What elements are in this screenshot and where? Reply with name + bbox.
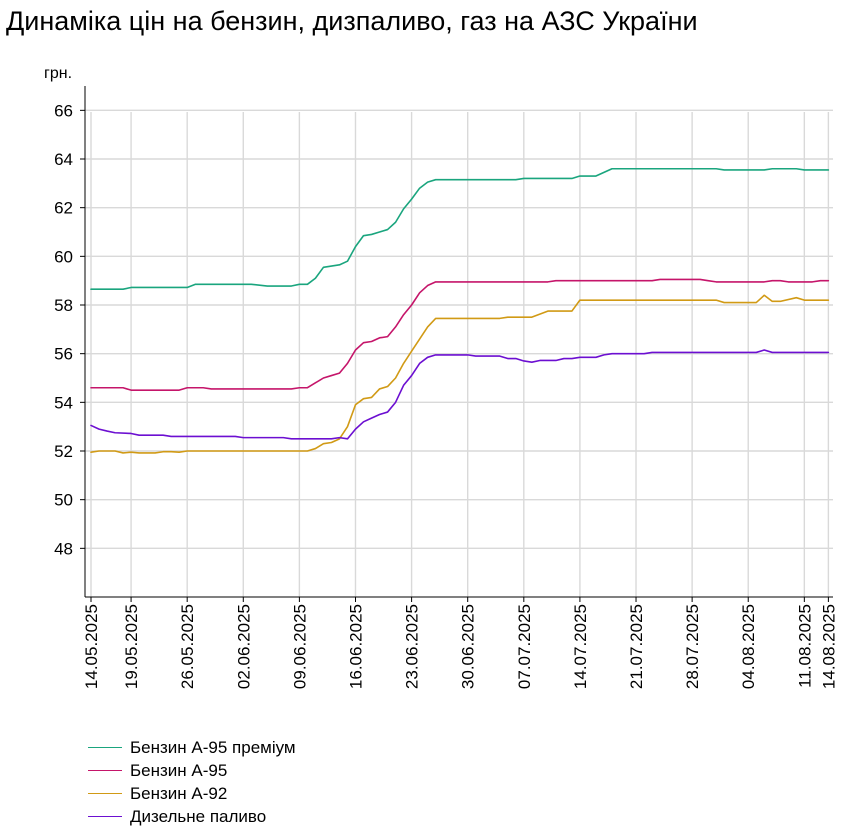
x-tick-label: 26.05.2025 [178,604,197,689]
legend-item: Дизельне паливо [88,805,296,828]
x-tick-label: 02.06.2025 [234,604,253,689]
series-line [90,278,830,391]
chart-title: Динаміка цін на бензин, дизпаливо, газ н… [6,6,698,36]
series-line [90,167,830,290]
y-tick-label: 64 [54,150,73,169]
x-tick-label: 11.08.2025 [795,604,814,688]
y-tick-label: 54 [54,393,73,412]
y-tick-label: 58 [54,296,73,315]
legend: Бензин А-95 преміум Бензин А-95 Бензин А-9… [88,736,296,828]
x-tick-label: 28.07.2025 [683,604,702,689]
gridlines [85,109,833,597]
x-tick-label: 14.07.2025 [571,604,590,689]
y-tick-label: 48 [54,539,73,558]
x-tick-label: 16.06.2025 [346,604,365,689]
y-tick-label: 66 [54,101,73,120]
legend-swatch [88,770,122,771]
x-tick-label: 14.08.2025 [819,604,838,689]
x-tick-label: 14.05.2025 [82,604,101,689]
legend-label: Бензин А-92 [130,783,228,803]
legend-label: Бензин А-95 [130,760,228,780]
x-tick-label: 04.08.2025 [739,604,758,689]
x-tick-label: 30.06.2025 [459,604,478,689]
y-tick-label: 62 [54,199,73,218]
axes: грн. [44,65,833,598]
legend-swatch [88,816,122,817]
y-tick-label: 50 [54,491,73,510]
legend-item: Бензин А-92 [88,782,296,805]
x-tick-label: 19.05.2025 [122,604,141,689]
legend-label: Дизельне паливо [130,806,267,826]
series-lines [90,167,830,454]
x-tick-labels: 14.05.2025 19.05.2025 26.05.2025 02.06.2025… [82,597,838,689]
x-tick-label: 23.06.2025 [403,604,422,689]
series-line [90,294,830,454]
y-tick-label: 60 [54,247,73,266]
x-tick-label: 21.07.2025 [627,604,646,689]
series-line [90,349,830,440]
legend-swatch [88,793,122,794]
y-tick-label: 52 [54,442,73,461]
legend-item: Бензин А-95 [88,759,296,782]
x-tick-label: 07.07.2025 [515,604,534,689]
y-tick-labels: 48 50 52 54 56 58 60 62 64 66 [54,101,85,558]
legend-item: Бензин А-95 преміум [88,736,296,759]
x-tick-label: 09.06.2025 [290,604,309,689]
y-tick-label: 56 [54,345,73,364]
legend-label: Бензин А-95 преміум [130,737,296,757]
y-axis-unit-label: грн. [44,65,72,82]
legend-swatch [88,747,122,748]
